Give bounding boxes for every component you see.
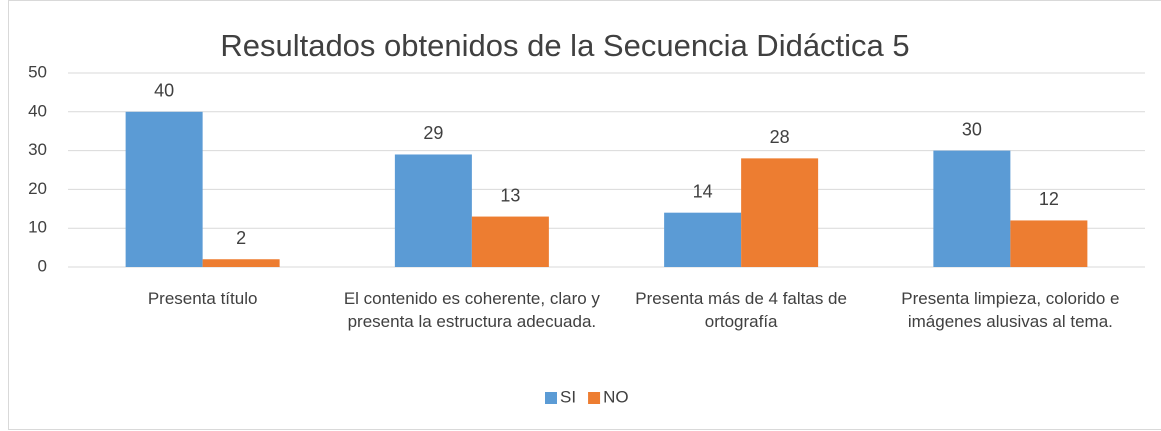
data-label: 13 — [500, 185, 520, 205]
legend-label: SI — [560, 387, 576, 406]
x-tick-label: Presenta limpieza, colorido e imágenes a… — [901, 289, 1120, 331]
bar — [933, 150, 1011, 267]
data-label: 30 — [962, 119, 982, 139]
y-tick-label: 30 — [28, 140, 47, 159]
data-label: 14 — [693, 181, 713, 201]
bar — [202, 259, 280, 267]
x-tick-label: Presenta más de 4 faltas de ortografía — [635, 289, 847, 331]
data-label: 40 — [154, 81, 174, 101]
bar — [394, 154, 472, 267]
y-tick-label: 10 — [28, 218, 47, 237]
data-label: 12 — [1039, 189, 1059, 209]
bar — [471, 216, 549, 267]
y-tick-label: 0 — [38, 256, 47, 275]
bar — [125, 111, 203, 267]
legend-swatch — [588, 392, 601, 404]
data-label: 28 — [770, 127, 790, 147]
x-tick-label: El contenido es coherente, claro y prese… — [343, 289, 600, 331]
y-tick-label: 40 — [28, 101, 47, 120]
x-tick-label: Presenta título — [147, 289, 258, 308]
data-label: 29 — [423, 123, 443, 143]
y-tick-label: 20 — [28, 179, 47, 198]
bar — [1010, 220, 1088, 267]
bar — [664, 212, 742, 267]
data-label: 2 — [236, 228, 246, 248]
y-tick-label: 50 — [28, 62, 47, 81]
bar — [741, 158, 819, 267]
chart-title: Resultados obtenidos de la Secuencia Did… — [220, 28, 909, 63]
legend-swatch — [545, 392, 557, 404]
legend-label: NO — [603, 387, 629, 406]
